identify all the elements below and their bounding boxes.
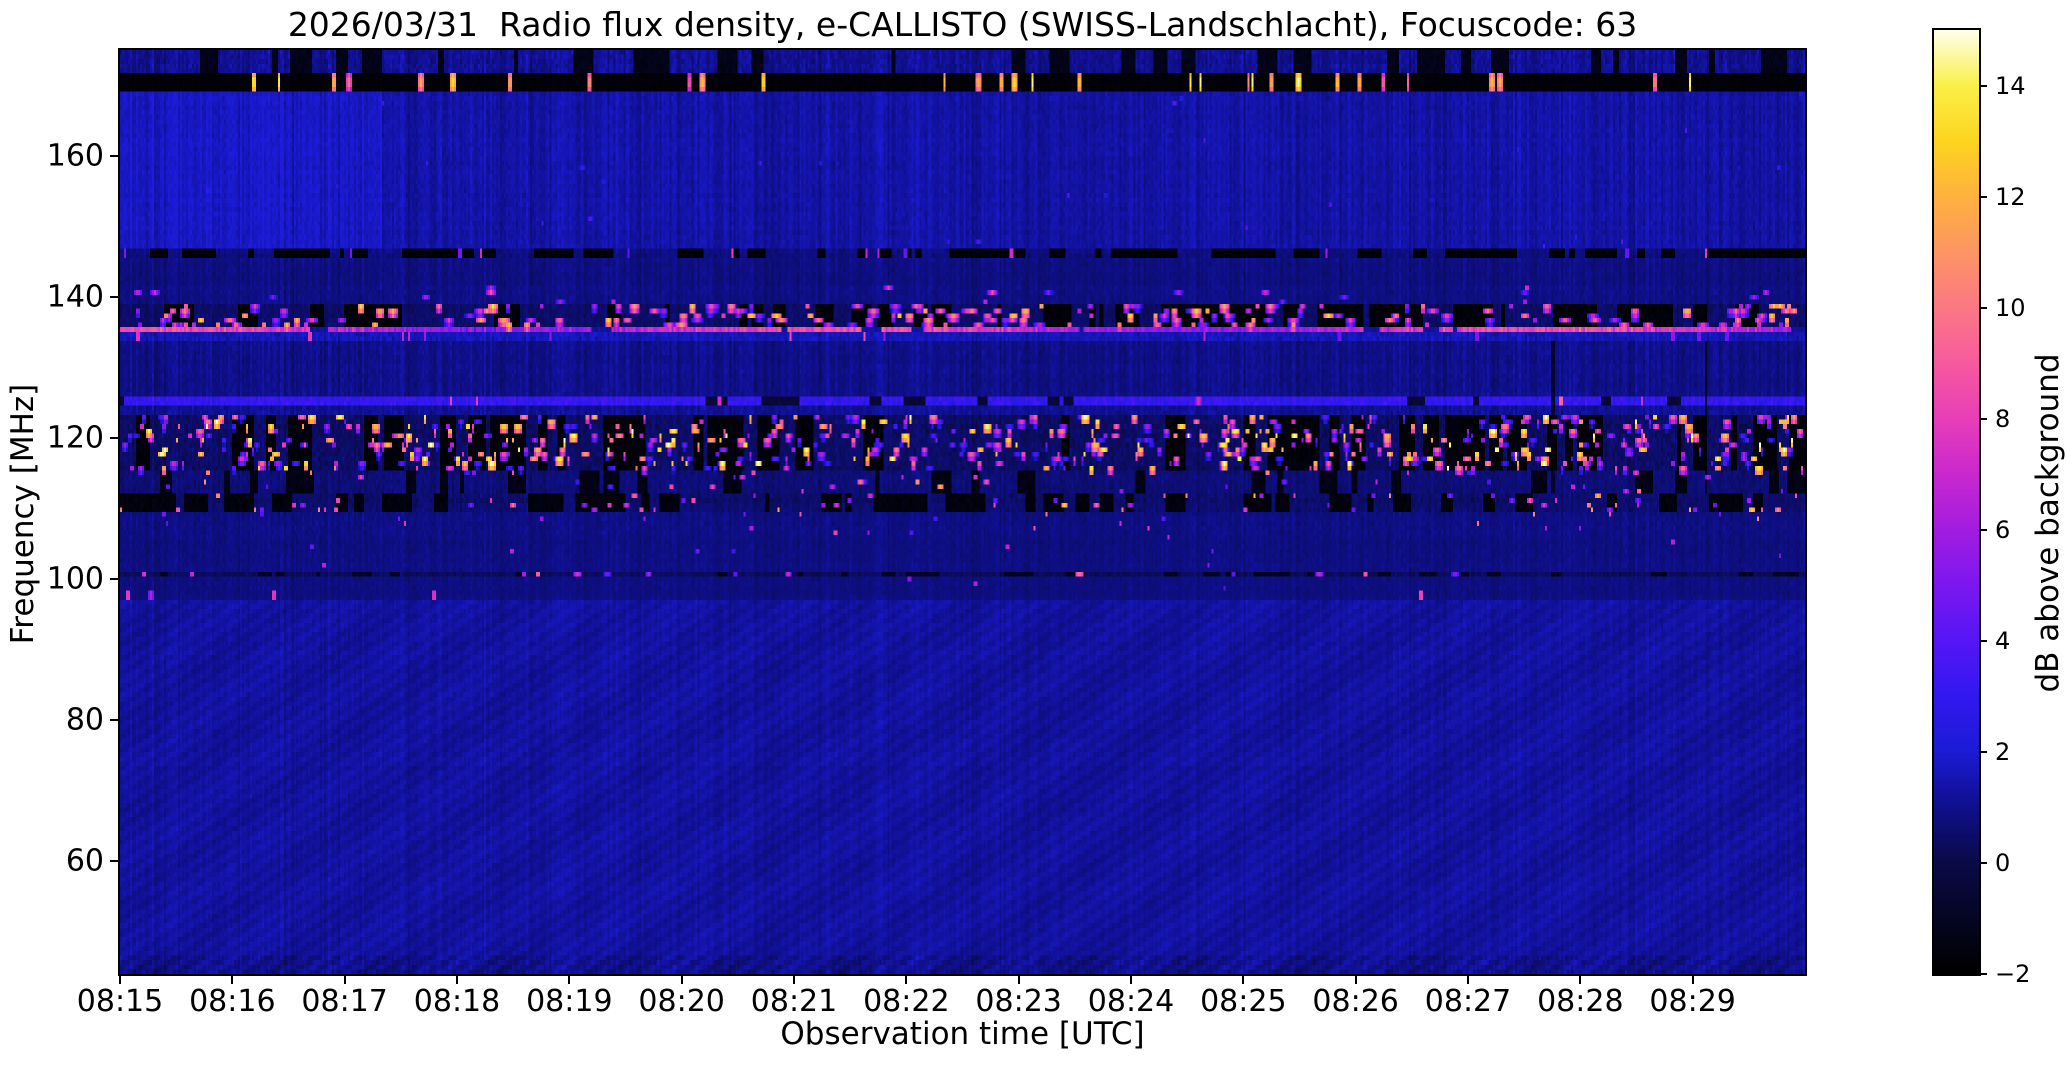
colorbar-tick bbox=[1979, 973, 1987, 975]
x-axis-tick bbox=[793, 974, 795, 984]
y-axis-tick bbox=[110, 859, 120, 862]
x-axis-tick bbox=[1354, 974, 1357, 984]
colorbar bbox=[1932, 28, 1981, 976]
colorbar-label: dB above background bbox=[2030, 353, 2066, 693]
y-axis-tick-label: 120 bbox=[46, 420, 104, 456]
x-axis-tick-label: 08:25 bbox=[1200, 984, 1287, 1019]
x-axis-tick bbox=[1467, 974, 1469, 984]
colorbar-tick bbox=[1979, 84, 1987, 87]
x-axis-tick-label: 08:22 bbox=[863, 984, 950, 1019]
x-axis-tick-label: 08:28 bbox=[1537, 984, 1624, 1019]
colorbar-tick-label: 12 bbox=[1995, 182, 2026, 211]
colorbar-tick-label: 14 bbox=[1995, 71, 2026, 100]
x-axis-tick bbox=[1017, 974, 1020, 984]
x-axis-tick bbox=[119, 974, 121, 984]
x-axis-tick-label: 08:24 bbox=[1087, 984, 1175, 1019]
colorbar-tick bbox=[1979, 750, 1987, 753]
colorbar-tick-label: 10 bbox=[1995, 293, 2026, 322]
x-axis-tick-label: 08:26 bbox=[1312, 984, 1399, 1019]
chart-title: 2026/03/31 Radio flux density, e-CALLIST… bbox=[287, 5, 1638, 44]
y-axis-tick bbox=[110, 577, 120, 580]
colorbar-tick bbox=[1979, 639, 1987, 642]
x-axis-label: Observation time [UTC] bbox=[780, 1016, 1145, 1052]
plot-area bbox=[118, 48, 1807, 976]
x-axis-tick-label: 08:23 bbox=[975, 984, 1062, 1019]
x-axis-tick-label: 08:16 bbox=[189, 984, 276, 1019]
x-axis-tick bbox=[1579, 974, 1582, 984]
colorbar-canvas bbox=[1934, 30, 1979, 974]
x-axis-tick-label: 08:27 bbox=[1424, 984, 1512, 1019]
y-axis-tick-label: 60 bbox=[65, 843, 104, 879]
colorbar-tick bbox=[1979, 861, 1987, 864]
x-axis-tick-label: 08:19 bbox=[526, 984, 613, 1019]
x-axis-tick-label: 08:20 bbox=[638, 984, 725, 1019]
colorbar-tick-label: −2 bbox=[1995, 960, 2031, 988]
x-axis-tick bbox=[343, 974, 346, 984]
x-axis-tick-label: 08:21 bbox=[750, 984, 838, 1019]
x-axis-tick bbox=[1130, 974, 1132, 984]
colorbar-tick bbox=[1979, 195, 1987, 198]
y-axis-label: Frequency [MHz] bbox=[5, 383, 41, 645]
spectrogram-canvas bbox=[120, 50, 1805, 974]
x-axis-tick-label: 08:17 bbox=[301, 984, 388, 1019]
x-axis-tick bbox=[1691, 974, 1694, 984]
colorbar-tick-label: 2 bbox=[1995, 737, 2011, 766]
x-axis-tick bbox=[680, 974, 683, 984]
y-axis-tick-label: 80 bbox=[65, 702, 104, 738]
colorbar-tick-label: 6 bbox=[1995, 515, 2011, 544]
x-axis-tick bbox=[568, 974, 571, 984]
colorbar-tick bbox=[1979, 417, 1987, 420]
y-axis-tick bbox=[110, 718, 120, 721]
colorbar-tick-label: 4 bbox=[1995, 626, 2011, 655]
y-axis-tick bbox=[110, 296, 120, 299]
x-axis-tick bbox=[905, 974, 908, 984]
x-axis-tick-label: 08:18 bbox=[413, 984, 501, 1019]
x-axis-tick-label: 08:15 bbox=[76, 984, 164, 1019]
y-axis-tick-label: 140 bbox=[46, 279, 104, 315]
y-axis-tick-label: 160 bbox=[46, 138, 104, 174]
x-axis-tick bbox=[231, 974, 234, 984]
colorbar-tick bbox=[1979, 306, 1987, 309]
colorbar-tick bbox=[1979, 528, 1987, 531]
colorbar-tick-label: 8 bbox=[1995, 404, 2011, 433]
y-axis-tick bbox=[110, 437, 120, 440]
x-axis-tick-label: 08:29 bbox=[1649, 984, 1736, 1019]
y-axis-tick bbox=[110, 155, 120, 158]
colorbar-tick-label: 0 bbox=[1995, 848, 2011, 877]
x-axis-tick bbox=[1242, 974, 1245, 984]
x-axis-tick bbox=[456, 974, 458, 984]
y-axis-tick-label: 100 bbox=[46, 561, 104, 597]
